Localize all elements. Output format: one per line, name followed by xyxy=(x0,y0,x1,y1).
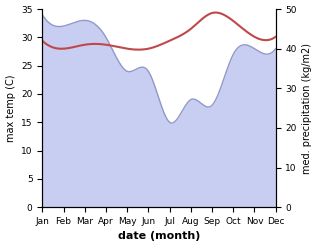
X-axis label: date (month): date (month) xyxy=(118,231,200,242)
Y-axis label: med. precipitation (kg/m2): med. precipitation (kg/m2) xyxy=(302,43,313,174)
Y-axis label: max temp (C): max temp (C) xyxy=(5,74,16,142)
